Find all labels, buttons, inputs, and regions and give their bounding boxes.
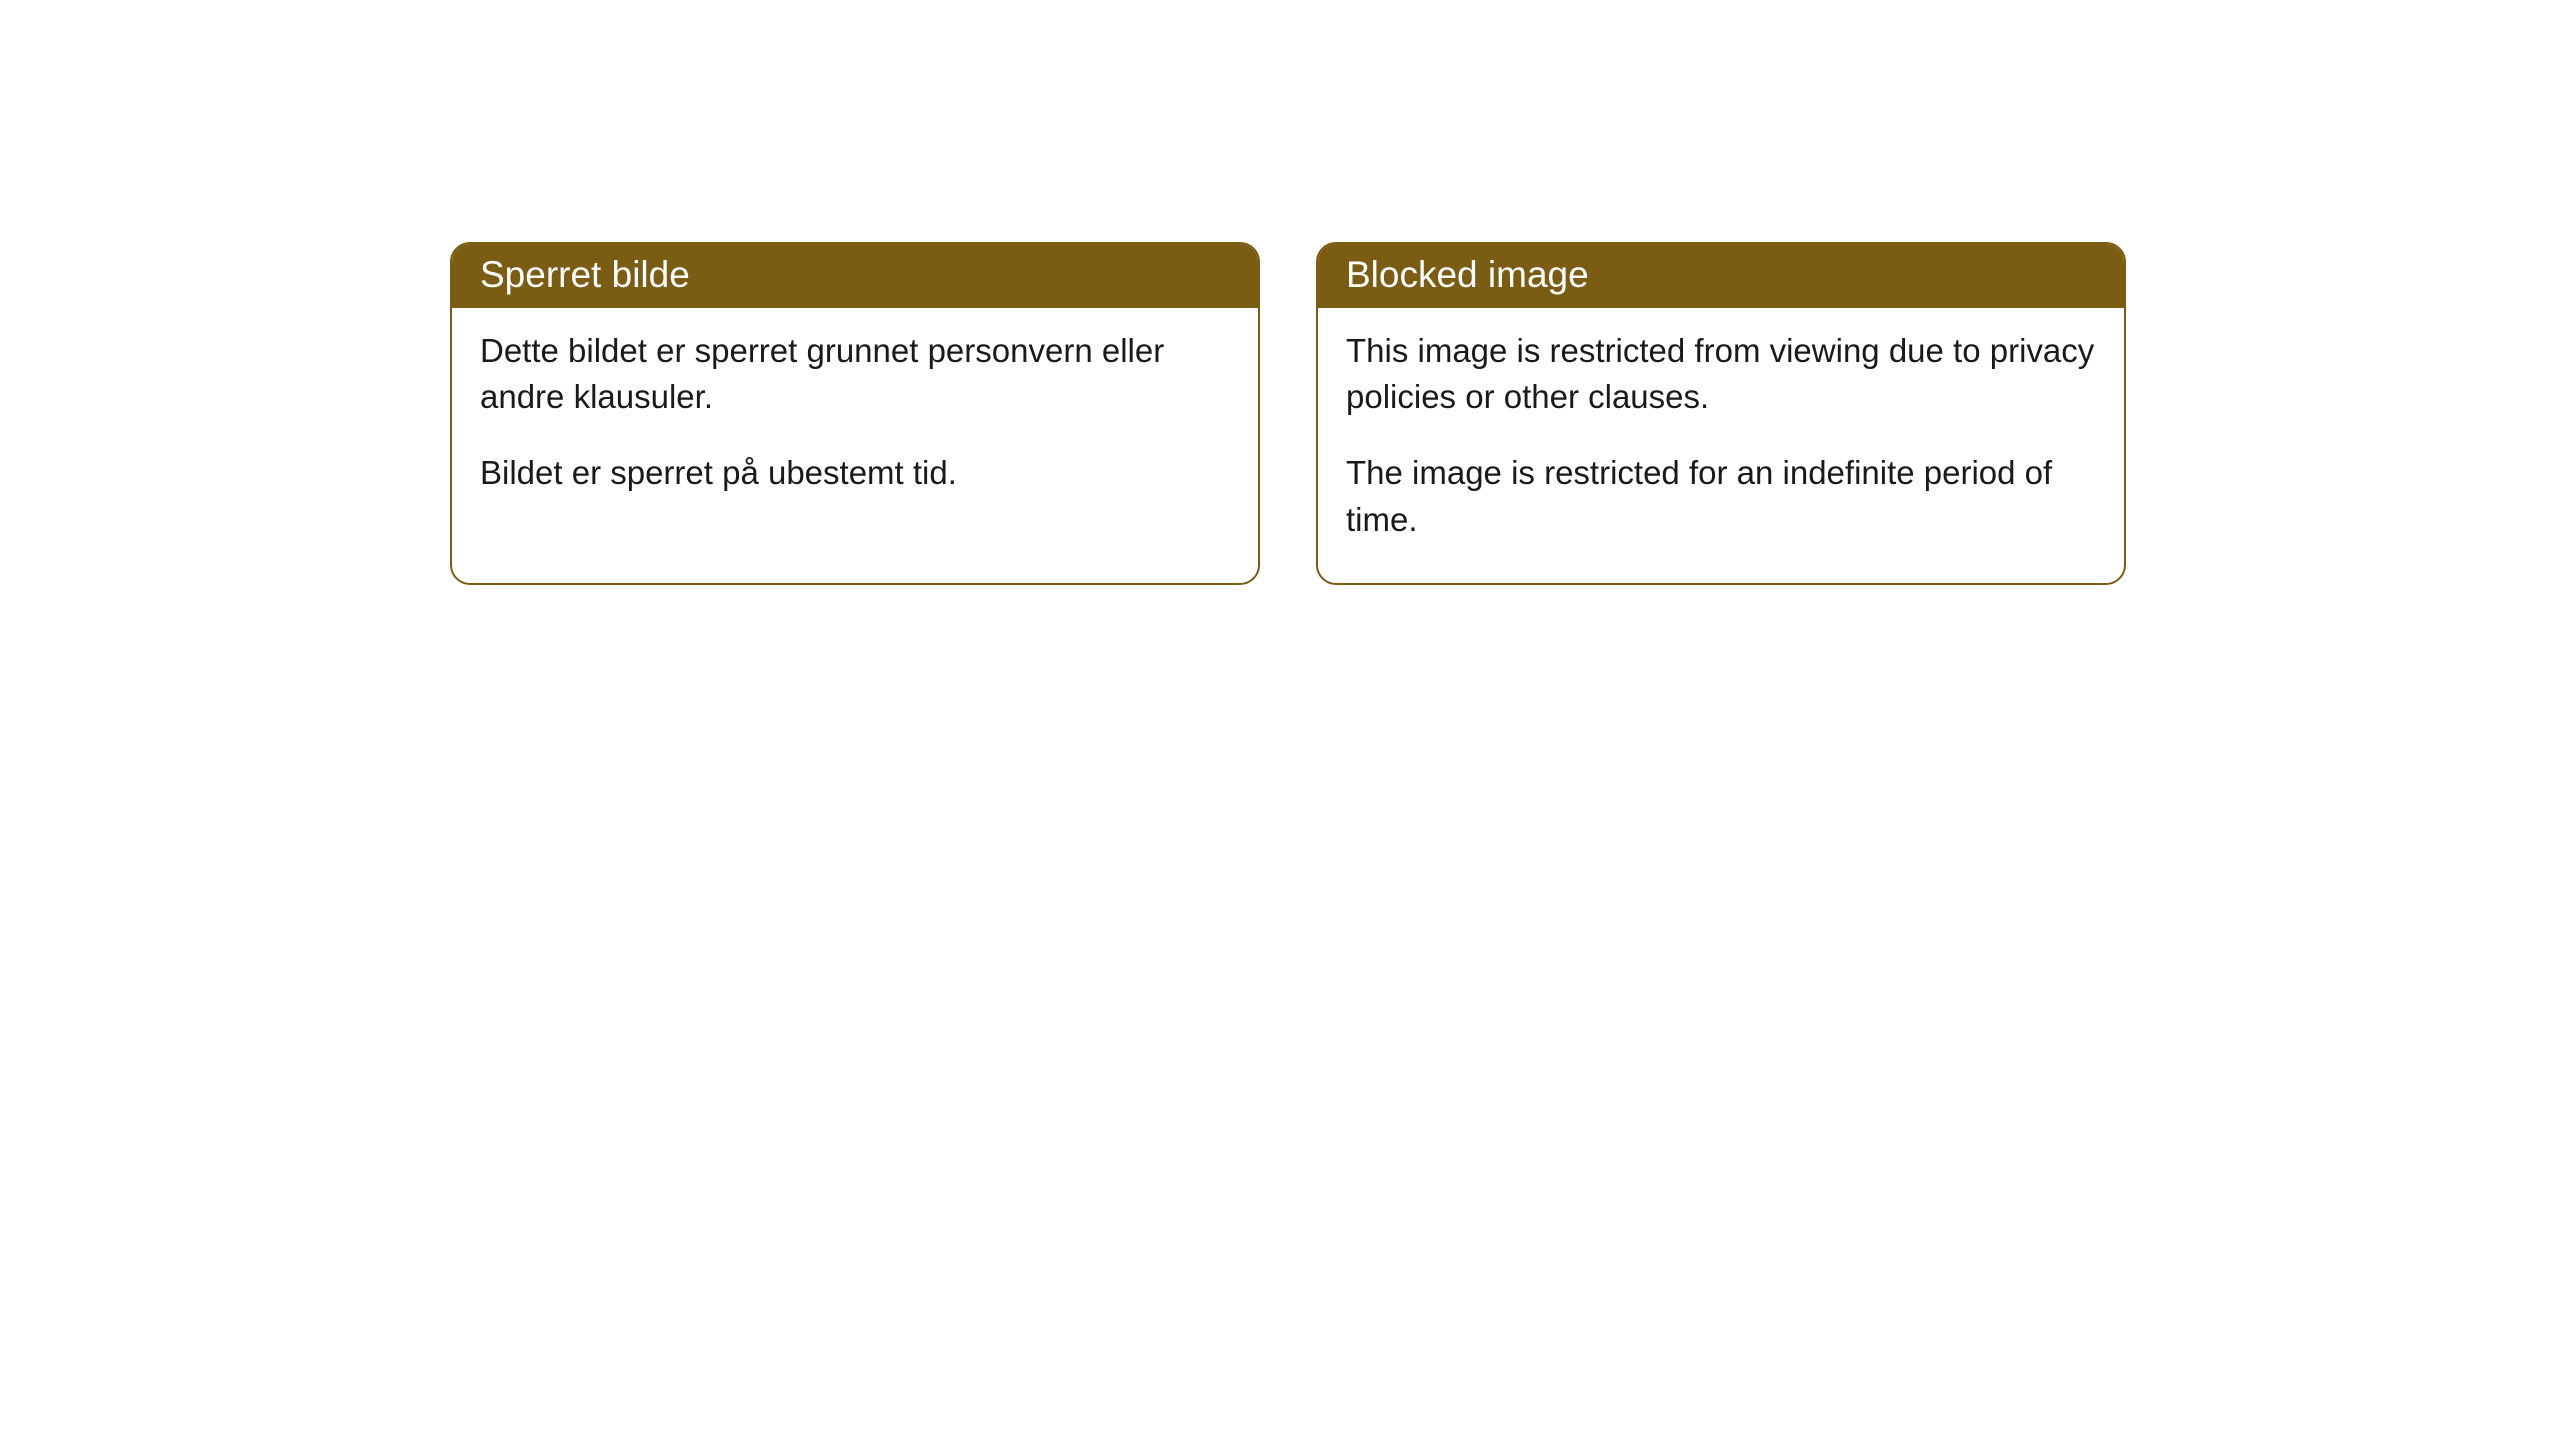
card-header-norwegian: Sperret bilde: [452, 244, 1258, 308]
card-body-english: This image is restricted from viewing du…: [1318, 308, 2124, 583]
card-header-english: Blocked image: [1318, 244, 2124, 308]
notice-card-norwegian: Sperret bilde Dette bildet er sperret gr…: [450, 242, 1260, 585]
notice-card-english: Blocked image This image is restricted f…: [1316, 242, 2126, 585]
paragraph-2: Bildet er sperret på ubestemt tid.: [480, 450, 1230, 496]
notice-container: Sperret bilde Dette bildet er sperret gr…: [0, 0, 2560, 585]
card-body-norwegian: Dette bildet er sperret grunnet personve…: [452, 308, 1258, 537]
paragraph-1: This image is restricted from viewing du…: [1346, 328, 2096, 420]
paragraph-1: Dette bildet er sperret grunnet personve…: [480, 328, 1230, 420]
paragraph-2: The image is restricted for an indefinit…: [1346, 450, 2096, 542]
